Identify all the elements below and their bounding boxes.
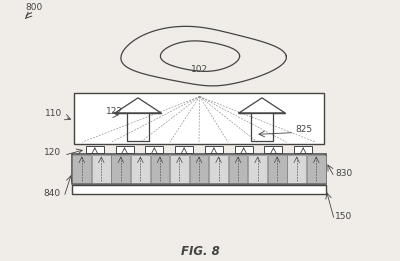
Bar [209, 155, 228, 183]
Polygon shape [115, 113, 161, 141]
Bar [264, 146, 282, 153]
Text: FIG. 8: FIG. 8 [181, 245, 219, 258]
Text: 120: 120 [44, 148, 61, 157]
Bar [145, 146, 163, 153]
Text: 110: 110 [45, 109, 62, 118]
Polygon shape [239, 113, 285, 141]
Bar [190, 155, 208, 183]
Text: 830: 830 [335, 169, 352, 178]
Bar [287, 155, 306, 183]
Bar [72, 154, 326, 184]
Bar [268, 155, 286, 183]
Bar [205, 146, 223, 153]
Bar [72, 185, 326, 194]
Polygon shape [239, 98, 285, 113]
Bar [229, 155, 248, 183]
Bar [92, 155, 111, 183]
Bar [175, 146, 193, 153]
Bar [248, 155, 267, 183]
Text: 122: 122 [106, 106, 123, 116]
Text: 150: 150 [335, 212, 352, 221]
Text: 840: 840 [44, 189, 61, 198]
Bar [112, 155, 130, 183]
Bar [116, 146, 134, 153]
Bar [294, 146, 312, 153]
Bar [307, 155, 326, 183]
Bar [74, 93, 324, 144]
Text: 102: 102 [192, 65, 208, 74]
Bar [131, 155, 150, 183]
Bar [235, 146, 253, 153]
Polygon shape [115, 98, 161, 113]
Bar [150, 155, 169, 183]
Text: 825: 825 [295, 125, 312, 134]
Bar [170, 155, 189, 183]
Bar [72, 155, 91, 183]
Bar [86, 146, 104, 153]
Text: 800: 800 [25, 3, 43, 12]
